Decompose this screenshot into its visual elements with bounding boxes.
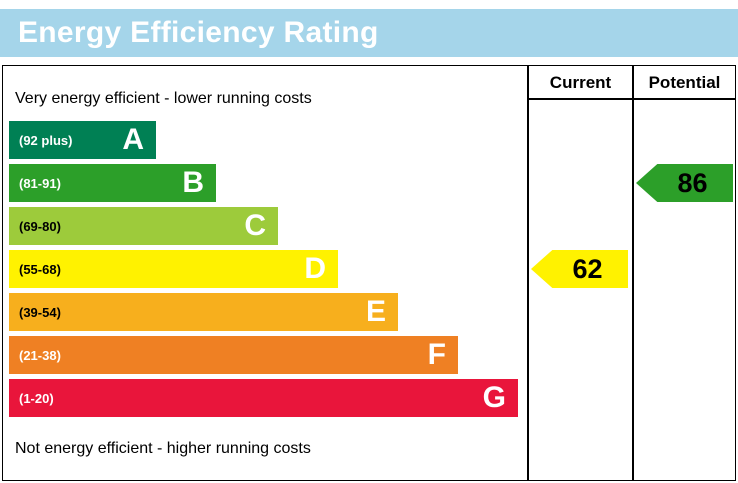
chart-box: Current Potential Very energy efficient … xyxy=(2,65,736,481)
header-underline xyxy=(527,98,735,100)
band-bar-c: (69-80) C xyxy=(9,207,278,245)
band-e-range-label: (39-54) xyxy=(19,304,61,320)
band-bar-g: (1-20) G xyxy=(9,379,518,417)
band-e-letter: E xyxy=(365,295,386,328)
potential-rating-arrow: 86 xyxy=(636,164,733,202)
rating-bands: (92 plus) A (81-91) B (69-80) C (55-68) … xyxy=(9,121,521,422)
potential-rating-value: 86 xyxy=(677,167,708,198)
band-f-range-label: (21-38) xyxy=(19,347,61,363)
band-g-range-label: (1-20) xyxy=(19,390,54,406)
band-c-letter: C xyxy=(244,209,266,242)
band-bar-d: (55-68) D xyxy=(9,250,338,288)
band-b-letter: B xyxy=(182,166,204,199)
band-bar-e: (39-54) E xyxy=(9,293,398,331)
page-title: Energy Efficiency Rating xyxy=(18,16,379,49)
top-note: Very energy efficient - lower running co… xyxy=(15,90,312,107)
band-d-range-label: (55-68) xyxy=(19,261,61,277)
current-rating-value: 62 xyxy=(572,253,603,284)
bottom-note: Not energy efficient - higher running co… xyxy=(15,440,311,457)
band-b-range-label: (81-91) xyxy=(19,175,61,191)
band-bar-b: (81-91) B xyxy=(9,164,216,202)
band-a-letter: A xyxy=(122,123,144,156)
band-a-range-label: (92 plus) xyxy=(19,132,73,148)
current-rating-arrow: 62 xyxy=(531,250,628,288)
band-d-letter: D xyxy=(304,252,326,285)
current-column-header: Current xyxy=(549,73,612,92)
potential-column-header: Potential xyxy=(648,73,721,92)
band-g-letter: G xyxy=(482,381,506,414)
band-bar-f: (21-38) F xyxy=(9,336,458,374)
potential-column-divider xyxy=(632,66,634,480)
title-bar: Energy Efficiency Rating xyxy=(0,9,738,57)
band-bar-a: (92 plus) A xyxy=(9,121,156,159)
current-column-divider xyxy=(527,66,529,480)
band-f-letter: F xyxy=(427,338,446,371)
band-c-range-label: (69-80) xyxy=(19,218,61,234)
